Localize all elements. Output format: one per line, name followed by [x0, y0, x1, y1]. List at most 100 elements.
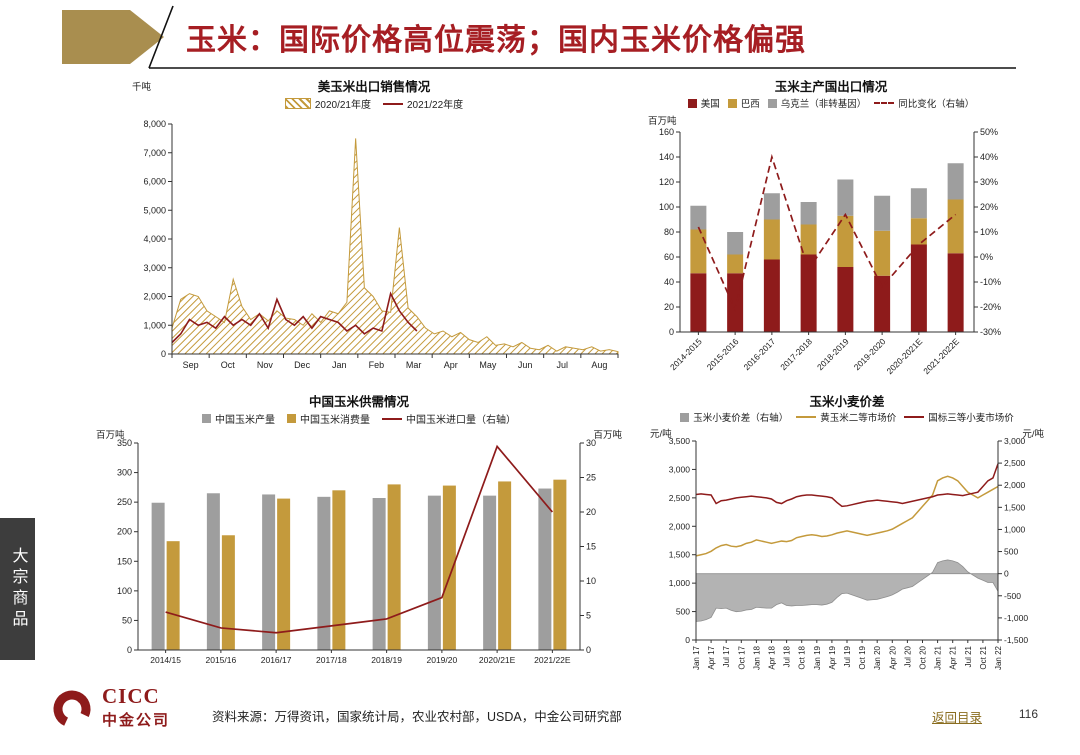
svg-text:Jan 22: Jan 22: [994, 645, 1003, 670]
plot-area: 0 500 1,000 1,500 2,000 2,500 3,000 3,500 -1,500…: [669, 436, 1029, 670]
svg-text:Oct 17: Oct 17: [737, 645, 746, 669]
svg-text:40%: 40%: [980, 152, 998, 162]
legend-item: 中国玉米产量: [202, 411, 275, 426]
svg-text:Jul 18: Jul 18: [783, 645, 792, 667]
svg-text:30%: 30%: [980, 177, 998, 187]
svg-text:Oct 19: Oct 19: [858, 645, 867, 669]
legend-label: 2021/22年度: [407, 100, 464, 111]
svg-text:0: 0: [586, 645, 591, 655]
svg-text:Apr 17: Apr 17: [707, 645, 716, 669]
header-arrow-icon: [62, 10, 164, 64]
svg-text:3,000: 3,000: [143, 263, 166, 273]
svg-text:2020/21E: 2020/21E: [479, 655, 516, 665]
legend-item: 中国玉米进口量（右轴）: [382, 411, 516, 426]
svg-text:-20%: -20%: [980, 302, 1001, 312]
legend-label: 中国玉米消费量: [300, 415, 370, 426]
svg-text:Jan 19: Jan 19: [813, 645, 822, 670]
legend-label: 玉米小麦价差（右轴）: [693, 413, 789, 424]
svg-text:-10%: -10%: [980, 277, 1001, 287]
legend-label: 乌克兰（非转基因）: [780, 99, 867, 110]
chart-corn-major-exporters: 玉米主产国出口情况 百万吨 美国 巴西 乌克兰（非转基因） 同比变化（右轴） 0…: [644, 76, 1018, 392]
svg-text:10%: 10%: [980, 227, 998, 237]
unit-label-left: 千吨: [132, 82, 152, 93]
svg-text:5: 5: [586, 611, 591, 621]
legend-label: 同比变化（右轴）: [898, 99, 975, 110]
svg-text:-1,500: -1,500: [1004, 635, 1028, 645]
svg-text:2019/20: 2019/20: [427, 655, 458, 665]
corn-price-swatch-icon: [796, 416, 817, 418]
svg-text:20: 20: [586, 507, 596, 517]
legend-item: 巴西: [727, 96, 760, 110]
unit-label-right: 百万吨: [593, 430, 622, 441]
svg-text:500: 500: [676, 607, 690, 617]
cicc-wordmark-cn: 中金公司: [102, 712, 171, 729]
svg-text:500: 500: [1004, 547, 1018, 557]
unit-label-left: 元/吨: [650, 429, 672, 440]
legend-item: 乌克兰（非转基因）: [767, 96, 867, 110]
svg-text:0: 0: [669, 327, 674, 337]
chart-china-corn-supply-demand: 中国玉米供需情况 百万吨 百万吨 中国玉米产量 中国玉米消费量 中国玉米进口量（…: [92, 391, 626, 681]
chart-us-corn-export-sales: 美玉米出口销售情况 千吨 2020/21年度 2021/22年度 0 1,000 2…: [118, 76, 630, 388]
svg-text:100: 100: [659, 202, 674, 212]
cicc-logo-icon: [53, 690, 91, 728]
unit-label-left: 百万吨: [96, 430, 125, 441]
svg-text:Jan 20: Jan 20: [873, 645, 882, 670]
svg-text:2019-2020: 2019-2020: [852, 336, 888, 372]
legend-label: 国标三等小麦市场价: [928, 413, 1014, 424]
back-to-toc-link[interactable]: 返回目录: [931, 711, 982, 725]
svg-text:2021-2022E: 2021-2022E: [921, 336, 961, 376]
yoy-dash-swatch-icon: [874, 102, 895, 104]
svg-text:1,500: 1,500: [1004, 502, 1026, 512]
svg-text:150: 150: [117, 556, 132, 566]
svg-text:Feb: Feb: [369, 360, 385, 370]
svg-text:20%: 20%: [980, 202, 998, 212]
svg-text:60: 60: [664, 252, 674, 262]
svg-text:4,000: 4,000: [143, 234, 166, 244]
svg-text:200: 200: [117, 527, 132, 537]
legend-label: 中国玉米产量: [215, 415, 275, 426]
svg-text:1,000: 1,000: [669, 578, 691, 588]
svg-text:2016/17: 2016/17: [261, 655, 292, 665]
chart-corn-wheat-spread: 玉米小麦价差 元/吨 元/吨 玉米小麦价差（右轴） 黄玉米二等市场价 国标三等小…: [646, 391, 1048, 691]
legend-label: 巴西: [740, 99, 760, 110]
svg-text:Jan 17: Jan 17: [692, 645, 701, 670]
chart-title: 玉米小麦价差: [809, 395, 885, 409]
hatched-swatch-icon: [284, 98, 311, 109]
legend: 2020/21年度 2021/22年度: [118, 96, 630, 111]
svg-text:Dec: Dec: [294, 360, 311, 370]
svg-text:0: 0: [685, 635, 690, 645]
legend-label: 2020/21年度: [314, 100, 371, 111]
svg-text:-1,000: -1,000: [1004, 613, 1028, 623]
svg-text:2017-2018: 2017-2018: [778, 336, 814, 372]
svg-text:300: 300: [117, 468, 132, 478]
svg-text:Apr: Apr: [444, 360, 458, 370]
svg-text:2015/16: 2015/16: [206, 655, 237, 665]
svg-text:5,000: 5,000: [143, 205, 166, 215]
svg-text:May: May: [479, 360, 497, 370]
svg-text:Jan 21: Jan 21: [934, 645, 943, 670]
svg-text:2020-2021E: 2020-2021E: [884, 336, 924, 376]
svg-text:3,000: 3,000: [1004, 436, 1026, 446]
legend: 中国玉米产量 中国玉米消费量 中国玉米进口量（右轴）: [92, 411, 626, 426]
svg-text:0: 0: [161, 349, 166, 359]
plot-area: 0 1,000 2,000 3,000 4,000 5,000 6,000 7,000 8,00…: [143, 119, 619, 370]
svg-text:2014/15: 2014/15: [150, 655, 181, 665]
svg-text:7,000: 7,000: [143, 148, 166, 158]
plot-area: 0 20 40 60 80 100 120 140 160 -30% -20% -10% 0% 10% 20…: [659, 127, 1001, 376]
spread-swatch-icon: [680, 412, 690, 422]
svg-text:Oct 20: Oct 20: [919, 645, 928, 669]
svg-text:2014-2015: 2014-2015: [668, 336, 704, 372]
svg-text:Oct 18: Oct 18: [798, 645, 807, 669]
svg-text:Apr 21: Apr 21: [949, 645, 958, 669]
svg-text:140: 140: [659, 152, 674, 162]
svg-text:3,000: 3,000: [669, 464, 691, 474]
legend-item: 黄玉米二等市场价: [796, 410, 896, 424]
ukraine-swatch-icon: [767, 98, 777, 108]
svg-text:15: 15: [586, 542, 596, 552]
legend: 美国 巴西 乌克兰（非转基因） 同比变化（右轴）: [644, 96, 1018, 110]
brazil-swatch-icon: [727, 98, 737, 108]
svg-text:350: 350: [117, 438, 132, 448]
svg-text:25: 25: [586, 473, 596, 483]
svg-text:10: 10: [586, 576, 596, 586]
svg-text:Oct: Oct: [221, 360, 236, 370]
